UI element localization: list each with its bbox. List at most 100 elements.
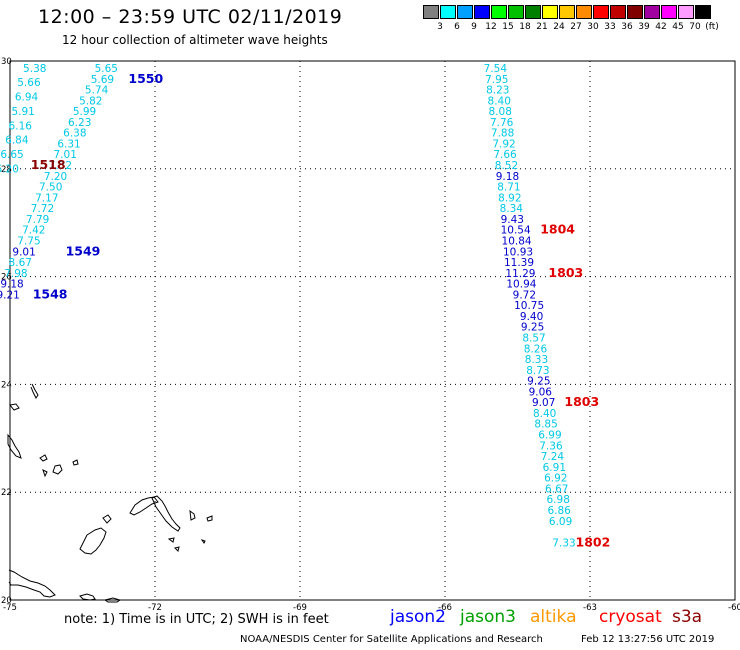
wave-height-value: 5.91 [11, 106, 34, 118]
wave-height-value: 6.31 [57, 138, 80, 150]
legend-label: 27 [570, 22, 582, 32]
coastline-bahamas-5 [206, 515, 213, 522]
wave-height-value: 5.38 [23, 63, 46, 75]
pass-time-label: 1804 [540, 222, 575, 237]
wave-height-value: 11.39 [504, 257, 534, 269]
wave-height-value: 10.94 [506, 279, 536, 291]
lon-tick-label: -63 [583, 603, 597, 613]
wave-height-value: 7.72 [31, 203, 54, 215]
legend-swatch [644, 5, 660, 19]
legend-swatch [695, 5, 711, 19]
wave-height-value: 7.42 [22, 225, 45, 237]
wave-height-value: 6.20 [0, 163, 19, 175]
legend-label: 21 [536, 22, 548, 32]
legend-label: 36 [621, 22, 633, 32]
wave-height-value: 8.23 [486, 85, 509, 97]
wave-height-value: 5.66 [17, 77, 41, 89]
wave-height-value: 9.25 [527, 376, 550, 388]
legend-label: 24 [553, 22, 565, 32]
pass-time-label: 1802 [576, 534, 611, 549]
coastline [7, 383, 213, 603]
wave-height-value: 9.43 [501, 214, 524, 226]
legend-swatch [542, 5, 558, 19]
legend-swatch [576, 5, 592, 19]
satellite-s3a: s3a [672, 607, 703, 627]
wave-height-value: 9.01 [12, 246, 35, 258]
satellite-altika: altika [530, 607, 577, 627]
legend-swatch [559, 5, 575, 19]
wave-height-value: 6.94 [15, 92, 39, 104]
wave-height-value: 7.76 [490, 117, 514, 129]
wave-height-value: 8.40 [533, 408, 556, 420]
wave-height-value: 6.86 [547, 505, 571, 517]
wave-height-value: 6.09 [549, 516, 572, 528]
lon-tick-label: -60 [728, 603, 740, 613]
coastline-florida-keys [9, 403, 20, 411]
wave-height-value: 6.23 [68, 117, 91, 129]
legend-unit: (ft) [705, 22, 719, 32]
wave-height-value: 8.57 [522, 333, 545, 345]
coastline-island-a [7, 433, 22, 459]
wave-height-value: 7.98 [4, 268, 27, 280]
wave-height-value: 10.93 [503, 246, 533, 258]
wave-height-value: 6.38 [63, 128, 86, 140]
wave-height-value: 5.74 [85, 85, 109, 97]
credit-line: NOAA/NESDIS Center for Satellite Applica… [240, 634, 543, 645]
lat-tick-label: 20 [1, 596, 12, 606]
wave-height-value: 10.84 [502, 235, 532, 247]
footnote: note: 1) Time is in UTC; 2) SWH is in fe… [64, 612, 329, 627]
wave-height-value: 5.82 [79, 95, 102, 107]
wave-height-value: 8.08 [489, 106, 512, 118]
pass-time-label: 1549 [66, 243, 101, 258]
wave-height-value: 6.67 [545, 483, 568, 495]
lon-tick-label: -66 [438, 603, 452, 613]
legend-label: 70 [689, 22, 701, 32]
wave-height-value: 9.07 [532, 397, 555, 409]
wave-height-value: 8.40 [488, 95, 511, 107]
wave-height-value: 8.71 [497, 182, 520, 194]
legend-label: 33 [604, 22, 616, 32]
timestamp: Feb 12 13:27:56 UTC 2019 [581, 634, 715, 645]
coastline-hispaniola [79, 527, 107, 555]
lat-tick-label: 24 [1, 380, 12, 390]
wave-height-value: 6.98 [547, 494, 570, 506]
pass-time-label: 1803 [548, 265, 583, 280]
coastline-island-d [72, 459, 79, 466]
wave-height-value: 9.18 [496, 171, 519, 183]
legend-swatch [593, 5, 609, 19]
wave-height-value: 8.67 [9, 257, 32, 269]
map-subtitle: 12 hour collection of altimeter wave hei… [62, 33, 328, 47]
pass-time-label: 1518 [31, 157, 66, 172]
legend-swatch [525, 5, 541, 19]
wave-height-value: 9.40 [520, 311, 543, 323]
coastline-bahamas-8 [200, 539, 206, 544]
coastline-bahamas-7 [174, 546, 180, 552]
legend-swatch [457, 5, 473, 19]
satellite-jason3: jason3 [460, 607, 516, 627]
wave-height-value: 8.52 [495, 160, 518, 172]
lat-tick-label: 28 [1, 165, 12, 175]
wave-height-value: 5.69 [91, 74, 114, 86]
pass-time-label: 1550 [128, 71, 163, 86]
wave-height-value: 8.26 [524, 343, 548, 355]
wave-height-value: 6.91 [543, 462, 566, 474]
coastline-bahamas-3 [151, 495, 181, 532]
pass-time-label: 1803 [564, 394, 599, 409]
legend-label: 42 [655, 22, 667, 32]
legend-label: 3 [437, 22, 443, 32]
wave-height-value: 7.17 [35, 192, 58, 204]
wave-height-value: 6.99 [538, 430, 561, 442]
wave-height-value: 7.92 [492, 138, 515, 150]
legend-swatch [491, 5, 507, 19]
wave-height-value: 7.33 [552, 537, 575, 549]
wave-height-value: 6.92 [544, 473, 567, 485]
coastline-cuba [8, 569, 56, 598]
wave-height-value: 6.65 [0, 149, 23, 161]
wave-height-value: 10.54 [501, 225, 531, 237]
legend-swatch [508, 5, 524, 19]
coastline-island-c [52, 464, 63, 475]
wave-height-value: 7.54 [484, 63, 508, 75]
lat-tick-label: 30 [1, 57, 12, 67]
lon-tick-label: -75 [3, 603, 17, 613]
